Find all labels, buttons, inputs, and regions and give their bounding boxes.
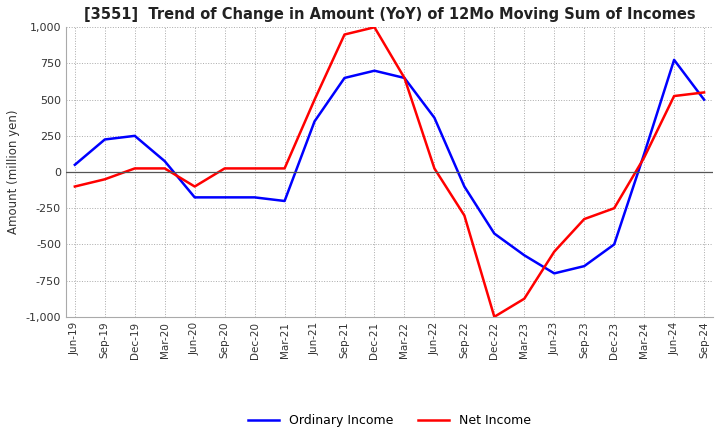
Net Income <box>130 166 139 171</box>
Title: [3551]  Trend of Change in Amount (YoY) of 12Mo Moving Sum of Incomes: [3551] Trend of Change in Amount (YoY) o… <box>84 7 696 22</box>
Ordinary Income <box>340 75 348 81</box>
Ordinary Income <box>490 231 499 236</box>
Ordinary Income <box>101 137 109 142</box>
Net Income <box>640 155 649 160</box>
Ordinary Income <box>580 264 588 269</box>
Net Income <box>430 166 438 171</box>
Ordinary Income <box>220 195 229 200</box>
Ordinary Income <box>370 68 379 73</box>
Line: Ordinary Income: Ordinary Income <box>75 60 704 273</box>
Net Income <box>700 90 708 95</box>
Ordinary Income <box>71 162 79 168</box>
Legend: Ordinary Income, Net Income: Ordinary Income, Net Income <box>243 409 536 432</box>
Net Income <box>580 216 588 222</box>
Y-axis label: Amount (million yen): Amount (million yen) <box>7 110 20 234</box>
Ordinary Income <box>161 158 169 164</box>
Net Income <box>310 97 319 102</box>
Net Income <box>220 166 229 171</box>
Net Income <box>460 213 469 218</box>
Net Income <box>400 75 409 81</box>
Ordinary Income <box>130 133 139 139</box>
Net Income <box>251 166 259 171</box>
Net Income <box>550 249 559 254</box>
Ordinary Income <box>640 151 649 157</box>
Ordinary Income <box>190 195 199 200</box>
Net Income <box>161 166 169 171</box>
Net Income <box>280 166 289 171</box>
Net Income <box>670 93 678 99</box>
Ordinary Income <box>550 271 559 276</box>
Ordinary Income <box>700 97 708 102</box>
Net Income <box>490 314 499 319</box>
Net Income <box>340 32 348 37</box>
Net Income <box>190 184 199 189</box>
Net Income <box>370 25 379 30</box>
Ordinary Income <box>430 115 438 121</box>
Ordinary Income <box>251 195 259 200</box>
Ordinary Income <box>280 198 289 204</box>
Net Income <box>71 184 79 189</box>
Ordinary Income <box>400 75 409 81</box>
Ordinary Income <box>310 119 319 124</box>
Line: Net Income: Net Income <box>75 27 704 317</box>
Net Income <box>610 205 618 211</box>
Ordinary Income <box>460 184 469 189</box>
Net Income <box>101 176 109 182</box>
Net Income <box>520 296 528 301</box>
Ordinary Income <box>520 253 528 258</box>
Ordinary Income <box>670 57 678 62</box>
Ordinary Income <box>610 242 618 247</box>
